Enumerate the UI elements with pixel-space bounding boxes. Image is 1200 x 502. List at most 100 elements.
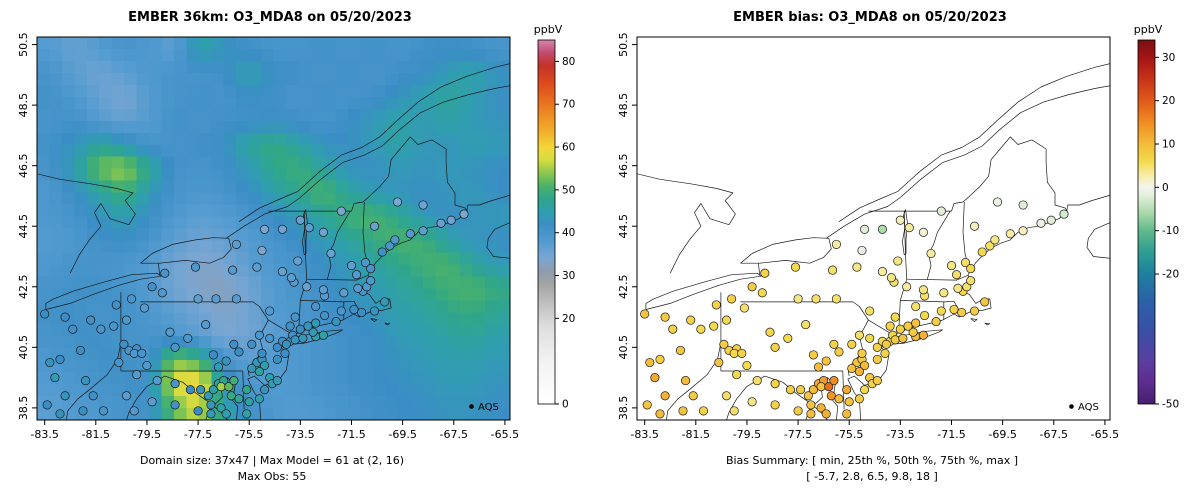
station-point xyxy=(852,262,862,272)
station-point xyxy=(55,354,65,364)
outline-border_maine_quebec_nb xyxy=(351,136,469,213)
station-point xyxy=(311,301,321,312)
bias-caption-2: [ -5.7, 2.8, 6.5, 9.8, 18 ] xyxy=(806,470,938,483)
station-point xyxy=(757,288,767,298)
station-point xyxy=(650,373,660,383)
station-point xyxy=(257,245,267,256)
station-point xyxy=(966,264,976,274)
y-tick-label: 50.5 xyxy=(617,32,630,57)
station-point xyxy=(352,270,362,280)
station-point xyxy=(390,235,400,245)
station-point xyxy=(137,348,147,358)
outline-niagara_river xyxy=(758,263,761,275)
x-tick-label: -69.5 xyxy=(388,428,416,441)
x-tick-label: -65.5 xyxy=(1091,428,1119,441)
station-point xyxy=(78,406,88,416)
bias-panel-title: EMBER bias: O3_MDA8 on 05/20/2023 xyxy=(733,10,1007,25)
station-point xyxy=(436,218,446,228)
station-point xyxy=(824,382,834,392)
station-point xyxy=(872,376,882,386)
station-point xyxy=(1018,200,1028,210)
outline-border_ny_pa_nj xyxy=(740,301,891,334)
outline-lake_erie xyxy=(645,272,762,310)
station-point xyxy=(121,391,132,401)
station-point xyxy=(42,400,52,410)
y-tick-label: 38.5 xyxy=(17,396,30,421)
station-point xyxy=(260,360,270,371)
outline-st_lawrence_north_shore xyxy=(838,63,1110,222)
station-point xyxy=(770,400,780,410)
station-point xyxy=(902,282,912,292)
station-point xyxy=(170,342,180,352)
y-tick-label: 40.5 xyxy=(617,335,630,360)
station-point xyxy=(226,391,236,401)
station-point xyxy=(385,241,395,251)
station-point xyxy=(793,406,803,416)
axes-layer: -83.5 -81.5 -79.5 -77.5 -75.5 -73.5 -71.5 -69.5… xyxy=(17,32,519,441)
outline-nova_scotia xyxy=(486,222,510,259)
station-point xyxy=(880,348,890,358)
station-point xyxy=(727,294,737,304)
station-point xyxy=(946,261,957,271)
station-point xyxy=(803,391,813,401)
station-point xyxy=(857,245,867,256)
station-point xyxy=(711,300,721,310)
station-point xyxy=(265,306,275,316)
station-point xyxy=(242,409,252,419)
station-point xyxy=(872,354,882,364)
station-point xyxy=(831,294,841,304)
station-point xyxy=(660,391,670,401)
basemap-outlines-layer xyxy=(637,63,1110,420)
station-point xyxy=(377,247,387,257)
x-tick-label: -67.5 xyxy=(1040,428,1068,441)
x-tick-label: -81.5 xyxy=(82,428,110,441)
station-point xyxy=(277,224,287,234)
station-point xyxy=(1046,215,1056,225)
station-point xyxy=(865,333,875,343)
axes-layer: -83.5 -81.5 -79.5 -77.5 -75.5 -73.5 -71.5 -69.5… xyxy=(617,32,1119,441)
station-point xyxy=(854,330,864,340)
station-point xyxy=(834,347,844,357)
station-point xyxy=(75,345,86,355)
station-point xyxy=(336,206,346,216)
station-point xyxy=(747,397,757,407)
station-point xyxy=(318,330,328,340)
station-point xyxy=(254,330,264,340)
station-point xyxy=(854,367,864,377)
station-point xyxy=(796,385,806,395)
station-point xyxy=(193,406,203,416)
outline-border_maine_quebec_nb xyxy=(951,136,1069,213)
x-tick-label: -79.5 xyxy=(133,428,161,441)
station-point xyxy=(132,370,142,380)
station-point xyxy=(98,406,109,416)
station-point xyxy=(918,285,928,295)
station-point xyxy=(890,335,900,345)
colorbar-tick-label: 70 xyxy=(562,99,575,111)
station-point xyxy=(60,312,70,322)
stations-layer xyxy=(640,197,1069,419)
station-point xyxy=(816,403,826,413)
bias-caption-1: Bias Summary: [ min, 25th %, 50th %, 75t… xyxy=(726,454,1018,467)
x-tick-label: -77.5 xyxy=(784,428,812,441)
y-tick-label: 46.5 xyxy=(17,153,30,178)
station-point xyxy=(40,309,50,319)
station-point xyxy=(737,348,747,358)
y-tick-label: 50.5 xyxy=(17,32,30,57)
station-point xyxy=(686,315,696,325)
colorbar-tick-label: 80 xyxy=(562,56,575,68)
outline-marthas_vineyard xyxy=(370,318,378,322)
station-point xyxy=(326,248,336,259)
colorbar-tick-label: 30 xyxy=(562,270,575,282)
outline-border_wv_va xyxy=(726,386,748,420)
station-point xyxy=(349,304,359,315)
station-point xyxy=(303,321,313,331)
bias-legend-label: AQS xyxy=(1078,402,1099,413)
x-tick-label: -71.5 xyxy=(937,428,965,441)
station-point xyxy=(760,268,770,278)
station-point xyxy=(895,324,905,334)
model-legend-label: AQS xyxy=(478,402,499,413)
station-point xyxy=(854,394,864,404)
station-point xyxy=(642,400,652,410)
station-point xyxy=(681,376,691,386)
